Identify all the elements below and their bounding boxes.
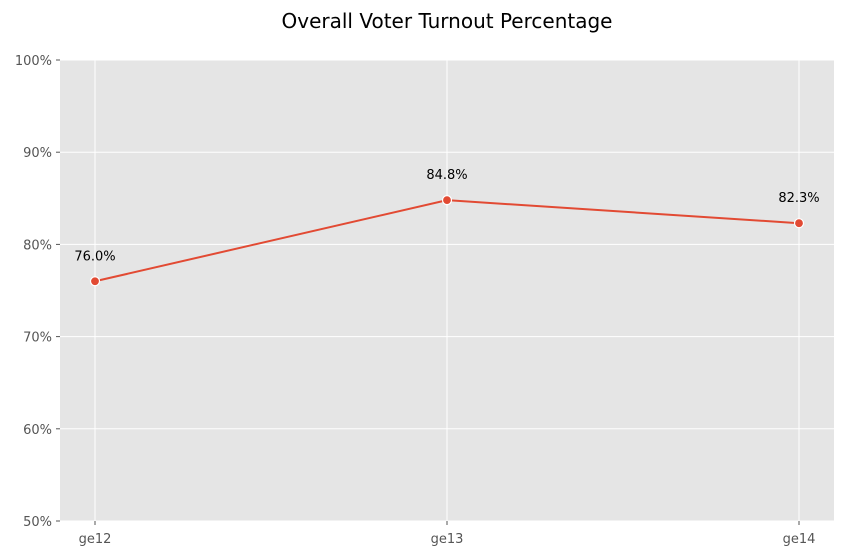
data-point bbox=[793, 218, 805, 229]
data-point bbox=[89, 276, 101, 287]
x-tick-label: ge14 bbox=[783, 532, 816, 547]
data-label: 76.0% bbox=[74, 249, 115, 264]
data-labels: 76.0% 84.8% 82.3% bbox=[74, 168, 819, 264]
y-tick-label: 70% bbox=[23, 331, 52, 346]
chart-title: Overall Voter Turnout Percentage bbox=[282, 9, 613, 33]
y-tick-label: 50% bbox=[23, 515, 52, 530]
data-label: 84.8% bbox=[426, 168, 467, 183]
data-label: 82.3% bbox=[778, 191, 819, 206]
y-tick-label: 100% bbox=[15, 54, 52, 69]
grid-lines bbox=[60, 59, 834, 522]
series-layer bbox=[89, 195, 805, 287]
y-tick-label: 60% bbox=[23, 423, 52, 438]
x-tick-label: ge13 bbox=[431, 532, 464, 547]
data-point bbox=[441, 195, 453, 206]
axis-tick-labels: 50% 60% 70% 80% 90% 100% ge12 ge13 ge14 bbox=[15, 54, 816, 547]
y-tick-label: 80% bbox=[23, 238, 52, 253]
x-tick-label: ge12 bbox=[79, 532, 112, 547]
y-tick-label: 90% bbox=[23, 146, 52, 161]
